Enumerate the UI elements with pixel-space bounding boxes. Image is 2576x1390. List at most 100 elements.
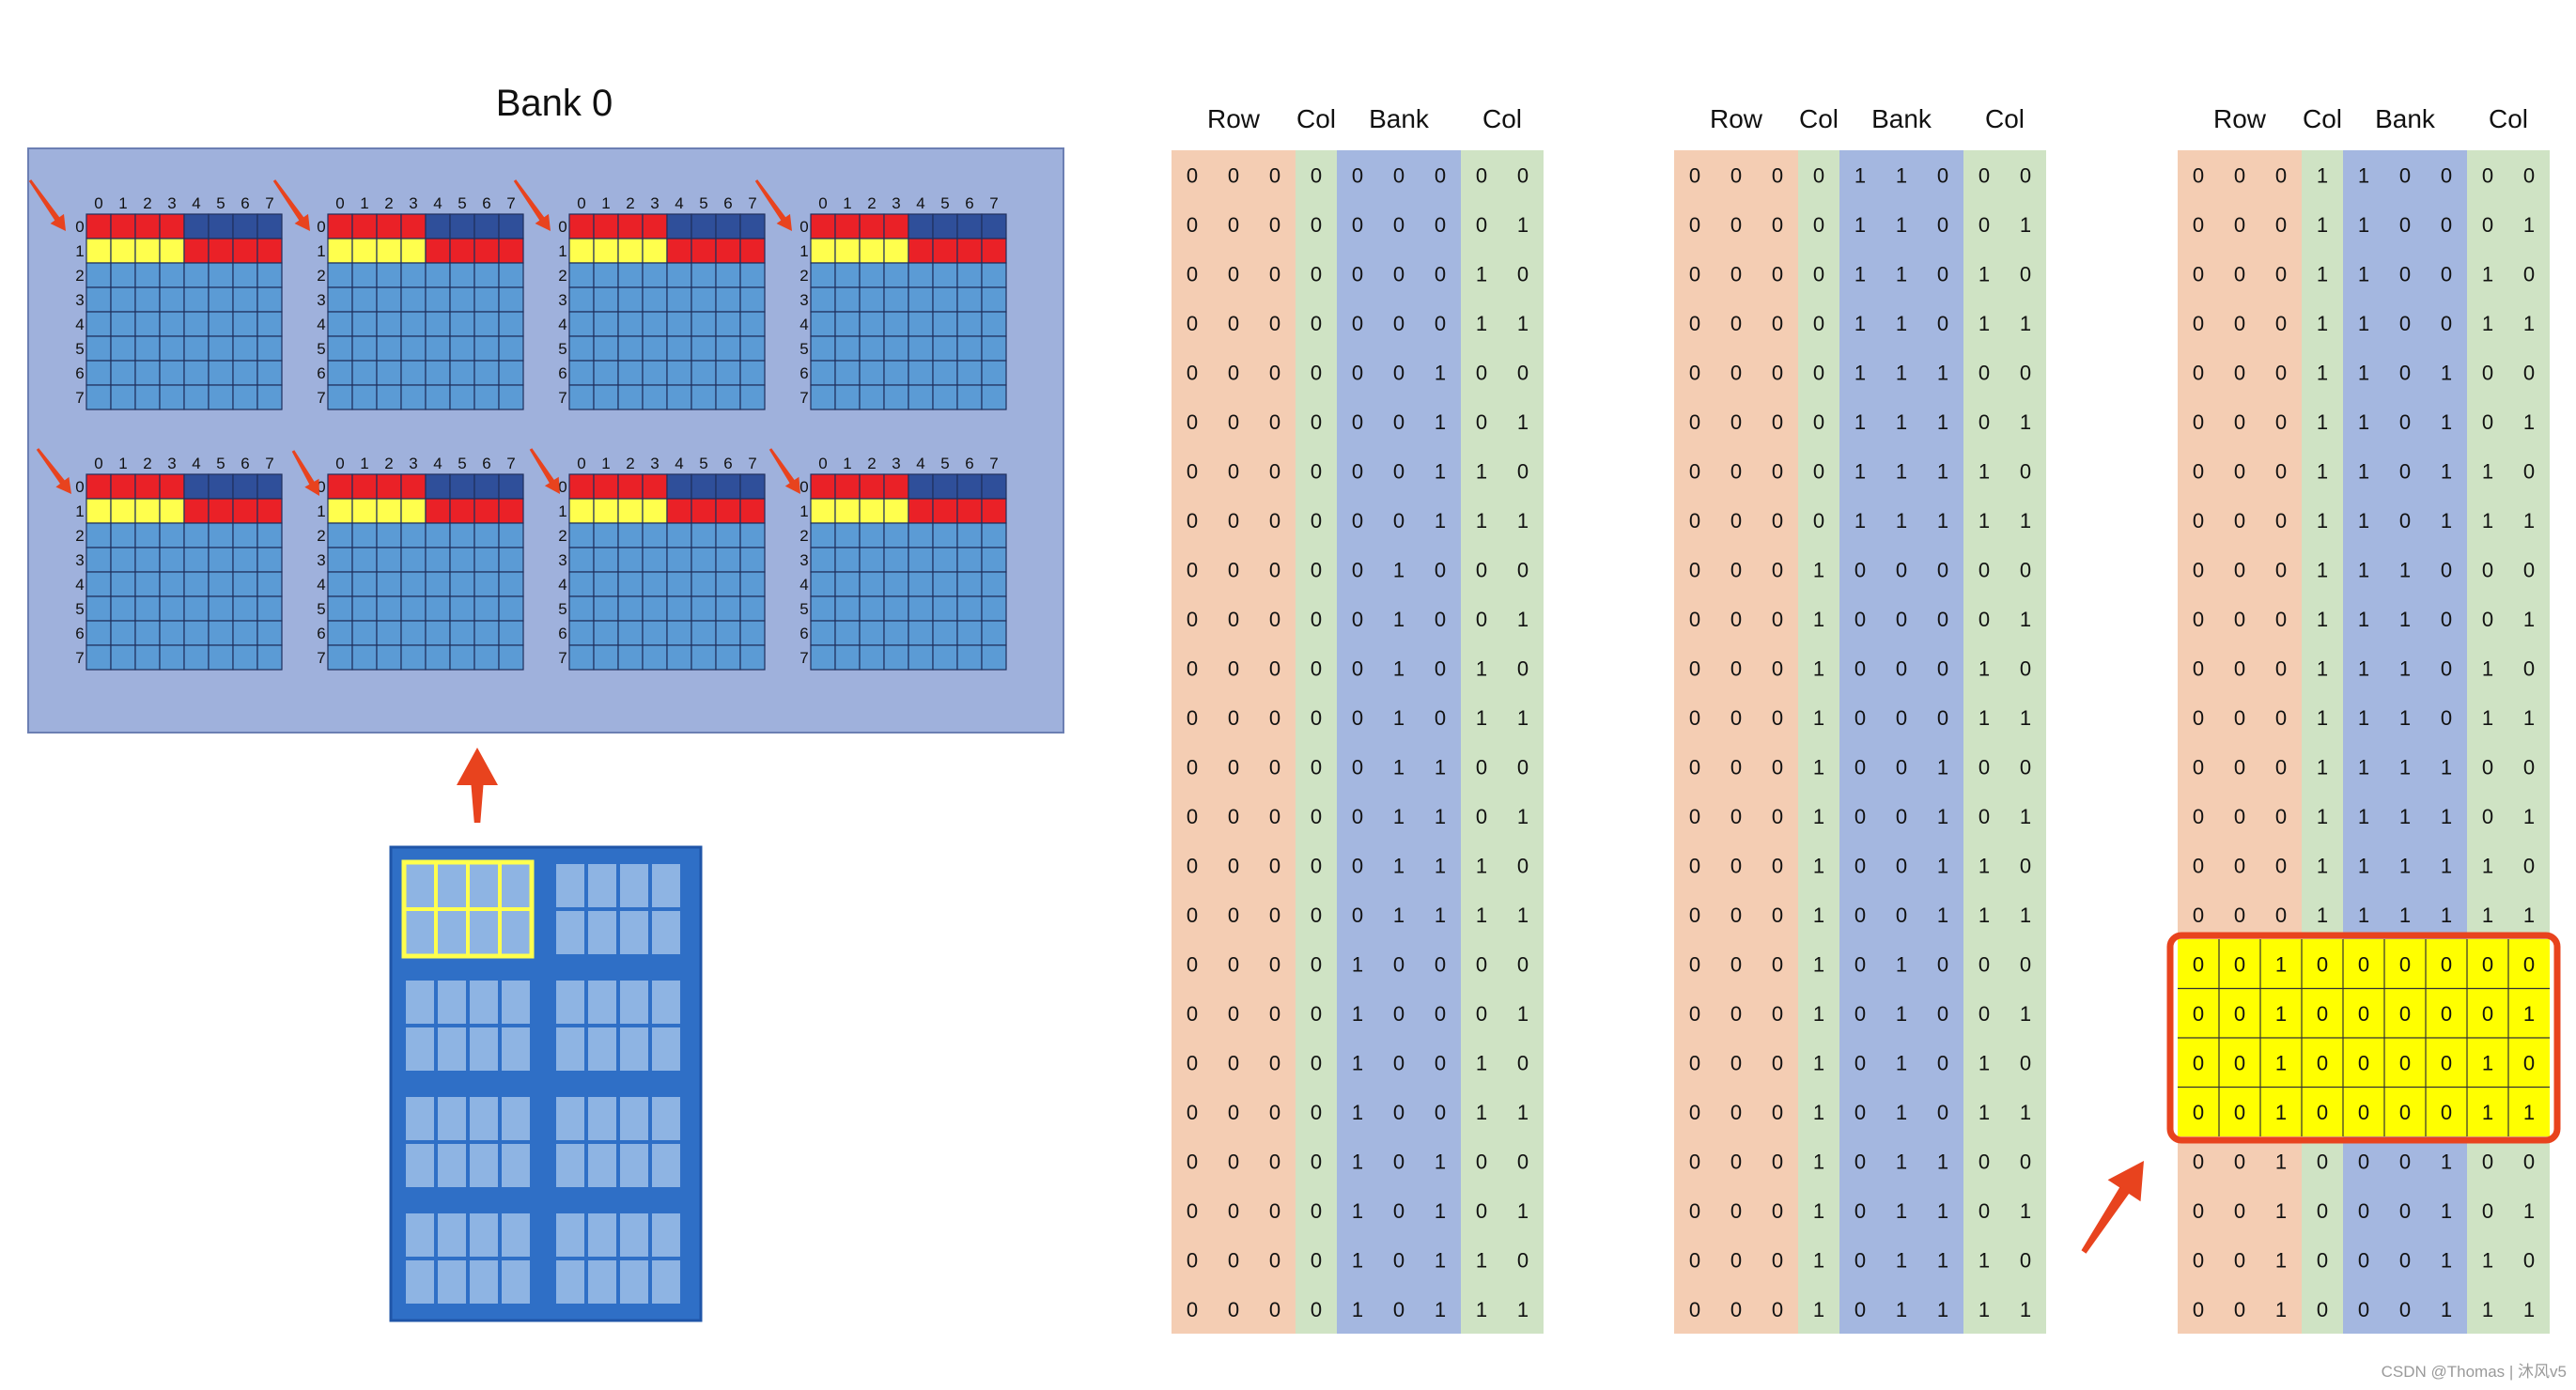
grid-cell [425, 262, 451, 288]
grid-cell [376, 335, 402, 362]
bit-value: 0 [1772, 608, 1783, 631]
grid-cell [932, 547, 958, 573]
grid-cell [859, 311, 885, 337]
bit-value: 1 [2523, 1101, 2535, 1124]
grid-row-label: 2 [799, 527, 808, 545]
grid-cell [834, 213, 861, 239]
grid-cell [956, 620, 983, 646]
grid-cell [834, 644, 861, 671]
grid-cell [981, 620, 1007, 646]
grid-cell [351, 213, 378, 239]
grid-cell [498, 498, 524, 524]
grid-cell [232, 498, 258, 524]
grid-cell [400, 335, 427, 362]
bit-value: 0 [1730, 904, 1742, 927]
bit-value: 0 [1517, 1150, 1529, 1173]
bit-value: 0 [2193, 706, 2204, 730]
grid-row-label: 1 [317, 502, 325, 520]
grid-col-label: 5 [699, 194, 707, 212]
bit-value: 0 [1730, 312, 1742, 335]
chip-subcell [620, 864, 648, 907]
grid-cell [256, 644, 283, 671]
grid-cell [908, 384, 934, 410]
bit-value: 0 [1435, 1051, 1446, 1074]
chip-subcell [470, 1027, 498, 1071]
grid-cell [351, 286, 378, 313]
grid-cell [159, 595, 185, 622]
bit-value: 0 [1772, 805, 1783, 828]
bit-value: 0 [2441, 952, 2452, 976]
bit-value: 0 [1228, 608, 1239, 631]
grid-cell [883, 522, 909, 548]
bit-value: 1 [2275, 952, 2287, 976]
bit-value: 0 [2275, 656, 2287, 680]
bit-value: 0 [2193, 1248, 2204, 1272]
grid-cell [715, 384, 741, 410]
grid-row-label: 0 [799, 478, 808, 496]
grid-cell [473, 238, 500, 264]
bit-value: 1 [1813, 1298, 1824, 1321]
grid-cell [883, 360, 909, 386]
chip-subcell [438, 1213, 466, 1257]
bit-value: 0 [2234, 1199, 2245, 1223]
bit-value: 0 [1476, 163, 1487, 187]
chip-subcell [438, 911, 466, 954]
grid-cell [642, 547, 668, 573]
bit-value: 1 [1854, 262, 1866, 286]
bit-value: 0 [2317, 952, 2328, 976]
bit-value: 0 [2193, 1002, 2204, 1026]
chip-subcell [652, 911, 680, 954]
grid-cell [473, 335, 500, 362]
grid-cell [666, 547, 692, 573]
bit-value: 0 [1393, 1150, 1404, 1173]
bit-value: 0 [2441, 1101, 2452, 1124]
grid-cell [593, 335, 619, 362]
bit-value: 0 [1854, 558, 1866, 581]
grid-cell [256, 571, 283, 597]
bit-value: 0 [1854, 608, 1866, 631]
bit-value: 0 [2358, 1150, 2369, 1173]
watermark: CSDN @Thomas | 沐风v5 [2382, 1363, 2567, 1381]
grid-cell [208, 262, 234, 288]
bit-value: 0 [2358, 1002, 2369, 1026]
bit-value: 1 [1979, 854, 1990, 877]
grid-col-label: 0 [94, 455, 102, 472]
grid-cell [351, 473, 378, 500]
bit-value: 1 [1393, 706, 1404, 730]
bit-value: 0 [1772, 509, 1783, 533]
grid-cell [400, 473, 427, 500]
grid-cell [376, 644, 402, 671]
grid-cell [568, 238, 595, 264]
chip-subcell [620, 1027, 648, 1071]
bit-value: 0 [1269, 312, 1280, 335]
grid-cell [425, 238, 451, 264]
grid-cell [159, 620, 185, 646]
grid-cell [617, 311, 644, 337]
grid-cell [739, 360, 766, 386]
bit-value: 1 [2020, 1199, 2031, 1223]
bit-value: 0 [1311, 163, 1322, 187]
bit-value: 0 [1228, 312, 1239, 335]
bit-value: 0 [2234, 509, 2245, 533]
bit-value: 1 [1393, 854, 1404, 877]
bit-value: 1 [2441, 1298, 2452, 1321]
bit-value: 0 [1517, 1051, 1529, 1074]
bit-value: 0 [1772, 854, 1783, 877]
grid-row-label: 3 [75, 291, 84, 309]
grid-cell [691, 473, 717, 500]
bit-value: 0 [1228, 410, 1239, 434]
grid-cell [810, 311, 836, 337]
grid-cell [449, 213, 475, 239]
bit-value: 0 [1937, 1051, 1948, 1074]
grid-cell [400, 286, 427, 313]
bit-value: 1 [2482, 1051, 2493, 1074]
bit-value: 1 [2523, 904, 2535, 927]
chip-subcell [406, 1097, 434, 1140]
bit-value: 0 [2441, 213, 2452, 237]
bit-value: 1 [2441, 805, 2452, 828]
bit-value: 0 [1187, 805, 1198, 828]
grid-cell [85, 213, 112, 239]
chip-subcell [438, 1027, 466, 1071]
bit-value: 0 [1689, 656, 1700, 680]
bit-value: 0 [2399, 459, 2411, 483]
